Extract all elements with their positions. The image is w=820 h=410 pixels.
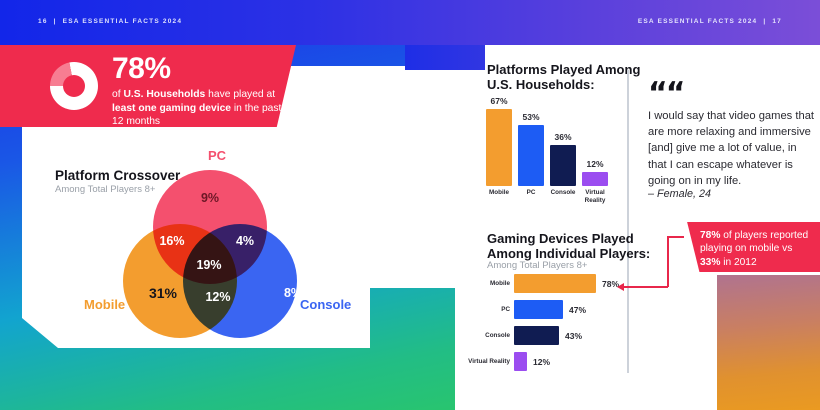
vbar-label: PC xyxy=(526,189,536,196)
venn-value-pc-mobile: 16% xyxy=(159,234,185,248)
callout-arrow-icon xyxy=(617,283,624,291)
report-title-left: ESA ESSENTIAL FACTS 2024 xyxy=(62,18,183,25)
donut-chart-icon xyxy=(50,62,98,110)
banner-seg1: of xyxy=(112,89,124,100)
header-right-label: ESA ESSENTIAL FACTS 2024 | 17 xyxy=(635,18,785,25)
mobile-trend-callout: 78% of players reported playing on mobil… xyxy=(687,222,820,272)
vbar-label: Console xyxy=(550,189,576,196)
vbar-label: Mobile xyxy=(489,189,509,196)
devices-chart-title: Gaming Devices Played Among Individual P… xyxy=(487,231,667,262)
households-title-line1: Platforms Played Among xyxy=(487,62,641,77)
vertical-divider xyxy=(627,70,629,373)
header-separator: | xyxy=(53,18,57,25)
venn-title: Platform Crossover xyxy=(55,168,181,183)
page-number-right: 17 xyxy=(772,18,782,25)
vbar-value: 36% xyxy=(554,132,572,142)
quote-text: I would say that video games that are mo… xyxy=(648,110,815,187)
vbar-column-mobile: 67% Mobile xyxy=(486,96,512,196)
page-number-left: 16 xyxy=(38,18,48,25)
devices-title-line2: Among Individual Players: xyxy=(487,246,651,262)
header-left-label: 16 | ESA ESSENTIAL FACTS 2024 xyxy=(35,18,185,25)
households-chart-title: Platforms Played Among U.S. Households: xyxy=(487,62,640,93)
venn-label-console: Console xyxy=(300,297,352,312)
page-header-band: 16 | ESA ESSENTIAL FACTS 2024 ESA ESSENTIA… xyxy=(0,0,820,45)
banner-seg3: in the past 12 months xyxy=(112,102,282,128)
venn-value-console-only: 8% xyxy=(283,286,303,300)
vbar-column-console: 36% Console xyxy=(550,132,576,196)
quote-attribution: – Female, 24 xyxy=(648,188,712,200)
hbar-label: Mobile xyxy=(490,279,510,287)
callout-seg1: of players reported playing on mobile vs xyxy=(700,230,809,255)
hbar-label: Virtual Reality xyxy=(468,357,510,365)
vbar xyxy=(486,109,512,186)
hbar xyxy=(514,274,596,293)
hbar xyxy=(514,326,559,345)
callout-connector-line xyxy=(667,236,684,238)
banner-text: of U.S. Households have played at least … xyxy=(112,88,292,128)
venn-value-mobile-console: 12% xyxy=(205,290,231,304)
banner-bold1: U.S. Households xyxy=(123,89,206,100)
venn-label-mobile: Mobile xyxy=(84,297,126,312)
venn-subtitle: Among Total Players 8+ xyxy=(55,184,156,195)
callout-bold2: 33% xyxy=(700,256,721,268)
devices-bar-chart: Mobile 78% PC 47% Console 43% Virtual Reality 1… xyxy=(466,274,666,371)
households-stat-banner: 78% of U.S. Households have played at le… xyxy=(0,45,296,127)
hbar-row-mobile: Mobile 78% xyxy=(466,274,666,293)
vbar-value: 12% xyxy=(586,159,604,169)
vbar xyxy=(518,125,544,186)
hbar-row-pc: PC 47% xyxy=(466,300,666,319)
hbar-value: 12% xyxy=(533,356,551,367)
venn-value-pc-console: 4% xyxy=(235,234,255,248)
vbar-column-pc: 53% PC xyxy=(518,112,544,196)
venn-value-all: 19% xyxy=(196,258,222,272)
bottom-right-gradient-block xyxy=(717,275,820,410)
callout-connector-line xyxy=(667,237,669,287)
hbar xyxy=(514,300,563,319)
quote-mark-icon: ““ xyxy=(648,76,685,111)
hbar-row-console: Console 43% xyxy=(466,326,666,345)
devices-title-line1: Gaming Devices Played xyxy=(487,231,634,246)
vbar-label: Virtual Reality xyxy=(584,189,606,204)
devices-chart-subtitle: Among Total Players 8+ xyxy=(487,260,588,271)
header-separator: | xyxy=(763,18,767,25)
vbar xyxy=(582,172,608,186)
hbar-label: Console xyxy=(485,331,510,339)
households-title-line2: U.S. Households: xyxy=(487,77,595,93)
households-bar-chart: 67% Mobile 53% PC 36% Console 12% Virtual Reali… xyxy=(486,96,618,204)
vbar-value: 53% xyxy=(522,112,540,122)
hbar xyxy=(514,352,527,371)
venn-value-mobile-only: 31% xyxy=(148,285,178,301)
venn-label-pc: PC xyxy=(208,148,227,163)
callout-connector-line xyxy=(624,286,668,288)
banner-seg2: have played at xyxy=(205,89,276,100)
banner-bold2: least one gaming device xyxy=(112,102,232,114)
banner-stat: 78% xyxy=(112,52,171,85)
hbar-label: PC xyxy=(501,305,510,313)
callout-seg2: in 2012 xyxy=(720,256,757,268)
vbar-column-virtual-reality: 12% Virtual Reality xyxy=(582,159,608,204)
vbar-value: 67% xyxy=(490,96,508,106)
report-title-right: ESA ESSENTIAL FACTS 2024 xyxy=(637,18,758,25)
hbar-row-virtual-reality: Virtual Reality 12% xyxy=(466,352,666,371)
venn-value-pc-only: 9% xyxy=(200,191,220,205)
hbar-value: 78% xyxy=(602,278,620,289)
vbar xyxy=(550,145,576,186)
hbar-value: 47% xyxy=(569,304,587,315)
callout-bold1: 78% xyxy=(700,230,721,241)
card-corner-notch xyxy=(405,45,485,70)
hbar-value: 43% xyxy=(565,330,583,341)
